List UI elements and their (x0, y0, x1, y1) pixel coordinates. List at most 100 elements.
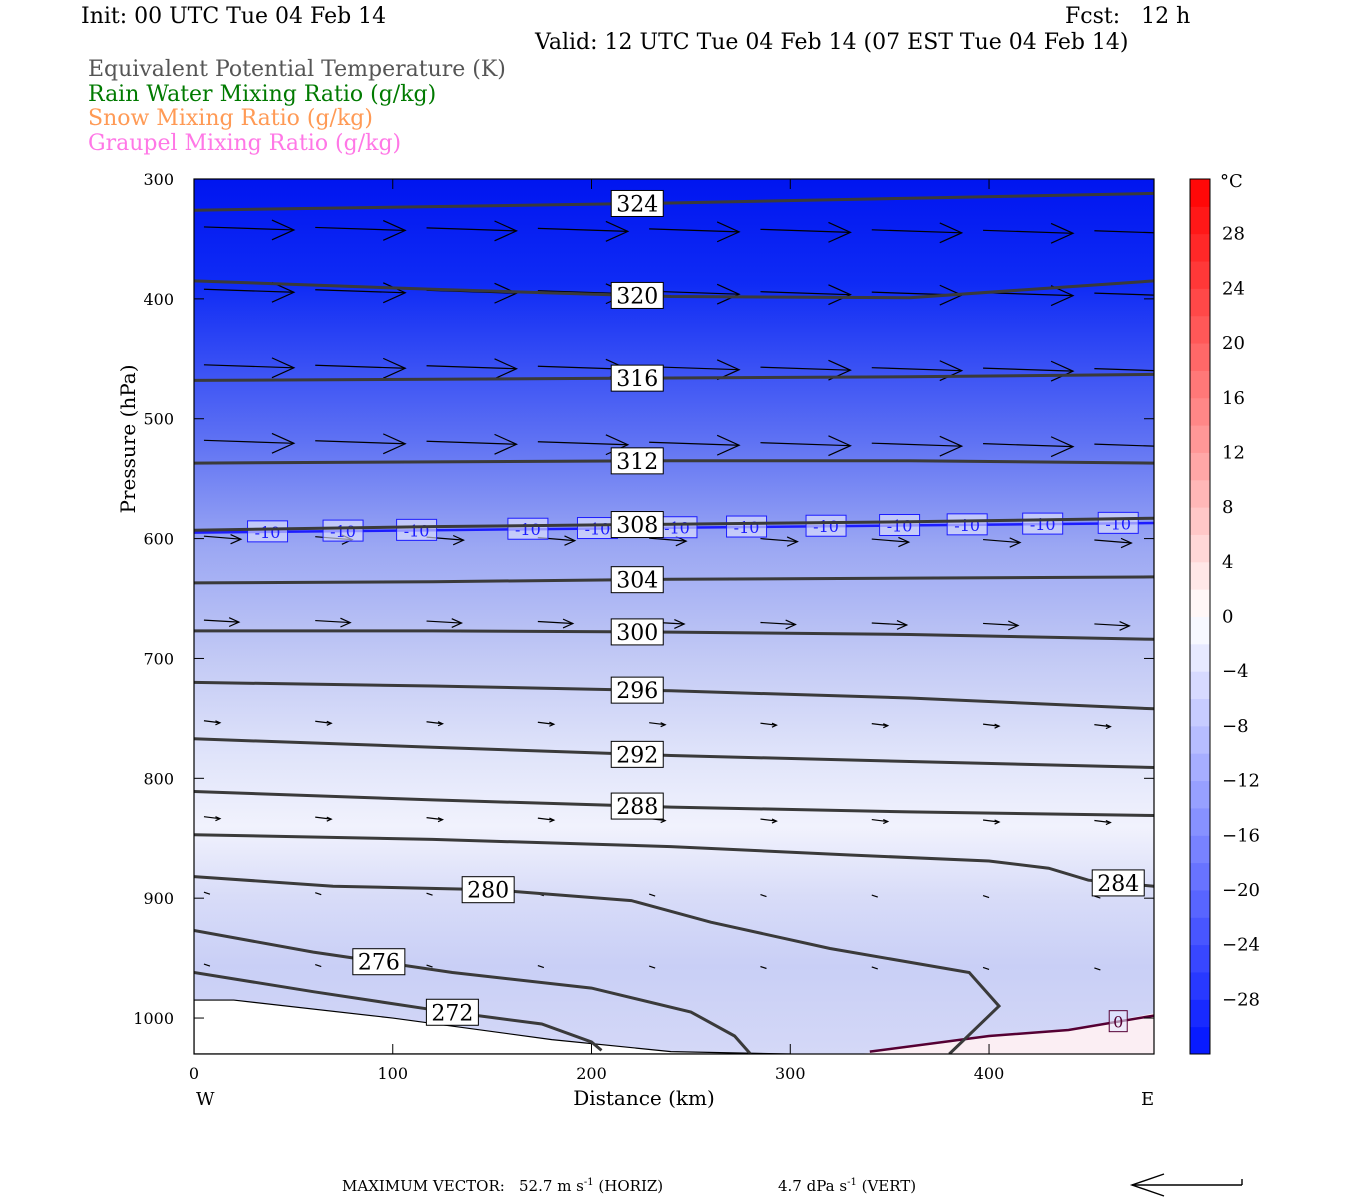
wind-vector (649, 434, 741, 456)
isotherm-label: -10 (813, 517, 839, 536)
wind-vector (983, 436, 1075, 458)
x-axis-label: Distance (km) (573, 1086, 715, 1110)
wind-vector (871, 894, 878, 898)
wind-vector (648, 893, 656, 897)
wind-vector (1094, 537, 1133, 549)
wind-vector (982, 966, 990, 971)
isotherm-label-box (247, 520, 289, 543)
wind-vector (760, 965, 767, 970)
colorbar-cell (1190, 835, 1210, 864)
wind-vector (1094, 819, 1112, 826)
isotherm-label: -10 (585, 520, 611, 539)
isotherm-label-box (507, 517, 549, 540)
wind-vector (426, 892, 433, 896)
colorbar-cell (1190, 807, 1210, 836)
colorbar-cell (1190, 343, 1210, 371)
colorbar-cell (1190, 179, 1210, 207)
isotherm-label-box (946, 513, 988, 536)
wind-vector (871, 966, 878, 970)
colorbar-tick-label: −12 (1222, 771, 1260, 792)
theta-e-label-box (610, 364, 664, 392)
theta-e-label: 304 (616, 569, 658, 594)
theta-e-contour (194, 516, 1154, 532)
isotherm-label-box (1108, 1010, 1128, 1033)
theta-e-label-box (610, 566, 664, 594)
x-tick-label: 200 (576, 1064, 607, 1083)
wind-vector (871, 620, 909, 630)
colorbar-tick-label: 24 (1222, 278, 1245, 299)
colorbar-cell (1190, 261, 1210, 289)
wind-vector (315, 282, 407, 304)
colorbar-cell (1190, 753, 1210, 782)
vertical-max-vector: 4.7 dPa s-1 (VERT) (778, 1177, 917, 1195)
wind-vector (426, 433, 519, 455)
colorbar-tick-label: −4 (1222, 661, 1249, 682)
wind-vector (315, 357, 407, 379)
colorbar-frame (1189, 178, 1211, 1055)
wind-vector (871, 723, 890, 729)
wind-vector (648, 965, 656, 969)
wind-vector (426, 817, 445, 823)
theta-e-contour (194, 737, 1154, 769)
wind-vector (760, 619, 797, 630)
colorbar-cell (1190, 288, 1210, 317)
y-tick-label: 600 (143, 530, 174, 549)
colorbar-cell (1190, 671, 1210, 700)
theta-e-label: 284 (1097, 872, 1139, 897)
theta-e-contour (194, 971, 603, 1052)
theta-e-contour (194, 790, 1154, 817)
colorbar-cell (1190, 725, 1210, 754)
plot-area: -10 -10 -10 -10 -10 -10 -10 -10 -10 -10 -10 -100324… (194, 179, 1154, 1054)
y-tick-label: 900 (143, 889, 174, 908)
colorbar-cell (1190, 206, 1210, 235)
theta-e-label: 324 (616, 192, 658, 217)
horizontal-max-vector: 52.7 m s-1 (HORIZ) (519, 1177, 664, 1195)
colorbar-cell (1190, 1026, 1210, 1055)
field-title-snow: Snow Mixing Ratio (g/kg) (88, 106, 373, 131)
colorbar-cell (1190, 479, 1210, 508)
reference-vector-arrow (1129, 1173, 1243, 1197)
colorbar-tick-label: 0 (1222, 607, 1233, 628)
theta-e-contour (194, 875, 1002, 1054)
wind-vector (982, 894, 990, 899)
forecast-hour: Fcst: 12 h (1065, 4, 1191, 29)
wind-vector (871, 222, 964, 244)
theta-e-contour (194, 372, 1154, 382)
theta-e-label-box (1091, 869, 1145, 897)
valid-time: Valid: 12 UTC Tue 04 Feb 14 (07 EST Tue … (535, 30, 1129, 55)
temperature-shading (194, 179, 1154, 1054)
isotherm-label: -10 (1030, 515, 1056, 534)
wind-vector (983, 537, 1022, 548)
colorbar-cell (1190, 452, 1210, 481)
isotherm-label: -10 (404, 521, 430, 540)
theta-e-contour (194, 929, 752, 1054)
colorbar-cell (1190, 534, 1210, 563)
axes: 300 400 500 600 700 800 900 1000 0 100 200 300 400 W E… (116, 170, 1155, 1110)
y-tick-label: 1000 (133, 1009, 174, 1028)
x-tick-label: 0 (189, 1064, 199, 1083)
theta-e-label: 316 (616, 367, 658, 392)
theta-e-label-box (610, 447, 664, 475)
maximum-vector-label: MAXIMUM VECTOR: (342, 1177, 505, 1195)
wind-vector (315, 720, 333, 726)
wind-vector (983, 360, 1075, 382)
wind-vector (983, 285, 1075, 307)
wind-vector (649, 283, 741, 305)
wind-vector (1094, 292, 1154, 296)
wind-vector (760, 221, 852, 243)
colorbar-tick-label: 20 (1222, 333, 1245, 354)
theta-e-contour (194, 680, 1154, 711)
isotherm-label-box (879, 514, 921, 537)
colorbar-tick-label: −24 (1222, 935, 1260, 956)
wind-vector (203, 963, 211, 967)
wind-vector (760, 536, 799, 547)
wind-vector (537, 964, 545, 969)
west-label: W (196, 1089, 215, 1110)
y-tick-label: 300 (143, 170, 174, 189)
x-tick-label: 400 (974, 1064, 1005, 1083)
colorbar-tick-label: 16 (1222, 388, 1245, 409)
isotherm-label-box (726, 515, 768, 538)
wind-vector (760, 284, 852, 306)
field-title-graupel: Graupel Mixing Ratio (g/kg) (88, 131, 402, 156)
wind-vector (315, 219, 407, 241)
